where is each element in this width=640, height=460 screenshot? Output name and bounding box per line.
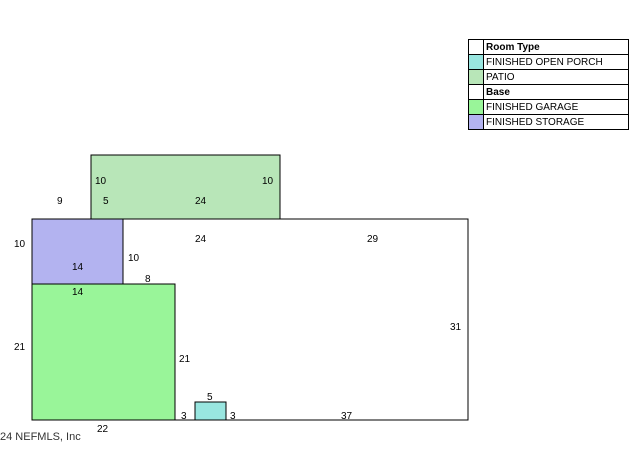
dim-label: 10 [14, 239, 26, 250]
dim-label: 14 [72, 262, 84, 273]
dim-label: 10 [128, 253, 140, 264]
dim-label: 21 [179, 354, 191, 365]
dim-label: 14 [72, 287, 84, 298]
porch-area [194, 401, 227, 421]
legend-row: Base [468, 84, 629, 100]
dim-label: 3 [181, 411, 187, 422]
dim-label: 21 [14, 342, 26, 353]
storage-area [31, 218, 124, 285]
legend-row: PATIO [468, 69, 629, 85]
dim-label: 10 [95, 176, 107, 187]
dim-label: 37 [341, 411, 353, 422]
legend-swatch-storage [468, 114, 484, 130]
dim-label: 8 [145, 274, 151, 285]
dim-label: 9 [57, 196, 63, 207]
legend-row: FINISHED STORAGE [468, 114, 629, 130]
dim-label: 10 [262, 176, 274, 187]
dim-label: 24 [195, 196, 207, 207]
dim-label: 29 [367, 234, 379, 245]
dim-label: 31 [450, 322, 462, 333]
legend-table: Room Type FINISHED OPEN PORCH PATIO Base… [468, 39, 629, 130]
garage-area [31, 283, 176, 421]
dim-label: 5 [207, 392, 213, 403]
dim-label: 22 [97, 424, 109, 435]
copyright-text: 24 NEFMLS, Inc [0, 431, 81, 443]
dim-label: 24 [195, 234, 207, 245]
dim-label: 3 [230, 411, 236, 422]
legend-label-storage: FINISHED STORAGE [483, 114, 629, 130]
dim-label: 5 [103, 196, 109, 207]
patio-area [90, 154, 281, 220]
legend-row: FINISHED GARAGE [468, 99, 629, 115]
